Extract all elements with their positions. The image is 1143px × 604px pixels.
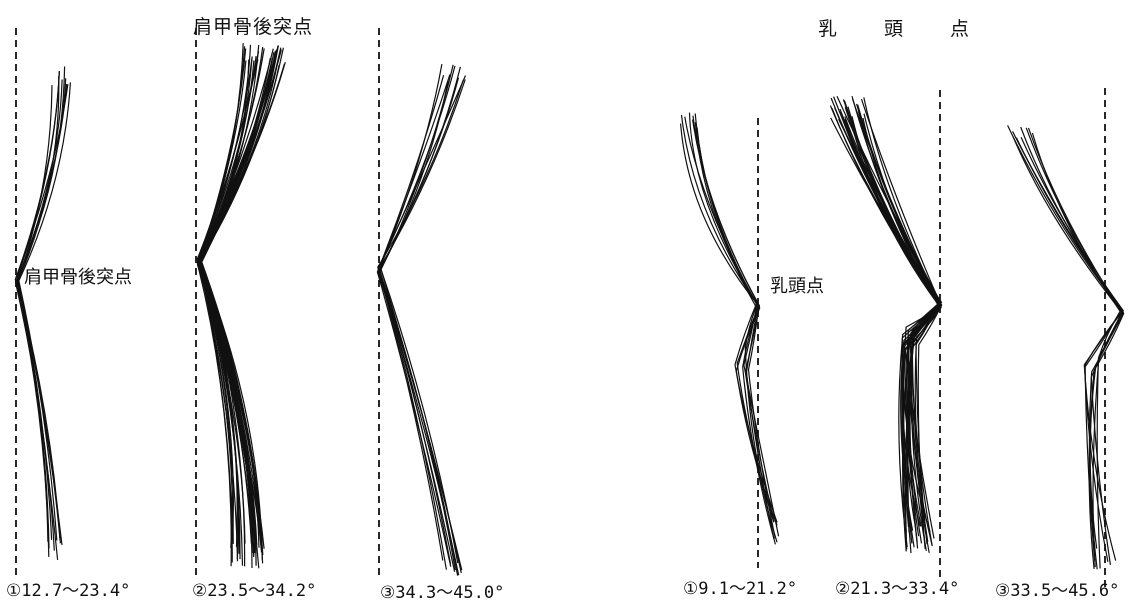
reference-lines (15, 28, 1106, 590)
right-panel-2-profile-line (860, 99, 942, 537)
left-panel-1-curves (14, 66, 71, 560)
right-panel-1-caption: ①9.1～21.2° (683, 579, 798, 599)
right-panel-1-profile-line (694, 122, 778, 526)
profile-curves (14, 43, 1125, 576)
right-panel-2-profile-line (856, 103, 942, 548)
left-panel-3-profile-line (376, 75, 452, 567)
right-panel-2-curves (829, 95, 943, 554)
left-panel-2-curves (196, 43, 286, 569)
right-panel-3-profile-line (1015, 137, 1124, 563)
left-panel-2-caption: ②23.5～34.2° (192, 581, 317, 601)
right-panel-3-curves (1007, 125, 1125, 570)
right-panel-2-profile-line (844, 118, 943, 553)
right-panel-3-profile-line (1020, 126, 1122, 561)
left-panel-2-profile-line (196, 51, 260, 559)
left-panel-2-profile-line (198, 60, 254, 554)
right-panel-2-profile-line (843, 100, 941, 533)
right-panel-1-curves (680, 112, 780, 545)
right-panel-1-profile-line (680, 114, 775, 539)
right-panel-2-profile-line (830, 97, 942, 527)
left-panel-3-curves (376, 63, 467, 576)
left-panel-3-profile-line (379, 64, 456, 571)
right-panel-1-profile-line (680, 123, 776, 539)
right-group-title: 乳 頭 点 (818, 18, 984, 40)
left-group-title: 肩甲骨後突点 (193, 16, 314, 38)
right-panel-2-profile-line (851, 116, 940, 530)
right-panel-3-profile-line (1020, 137, 1124, 549)
right-panel-2-profile-line (838, 118, 942, 547)
left-panel-2-profile-line (199, 50, 278, 567)
right-panel-3-profile-line (1027, 127, 1123, 561)
left-panel-1-profile-line (14, 84, 69, 557)
right-panel-3-caption: ③33.5～45.6° (995, 581, 1120, 601)
right-panel-2-caption: ②21.3～33.4° (835, 579, 960, 599)
right-landmark-label: 乳頭点 (770, 276, 824, 297)
left-landmark-label: 肩甲骨後突点 (24, 267, 132, 288)
left-panel-3-profile-line (380, 77, 463, 571)
left-panel-1-profile-line (14, 66, 66, 551)
left-panel-2-profile-line (196, 48, 265, 543)
right-panel-2-profile-line (863, 113, 940, 544)
right-panel-1-profile-line (694, 113, 778, 543)
right-panel-2-profile-line (839, 108, 941, 543)
right-panel-2-profile-line (847, 106, 940, 545)
left-panel-1-caption: ①12.7～23.4° (6, 581, 131, 601)
left-panel-3-caption: ③34.3～45.0° (380, 583, 505, 603)
